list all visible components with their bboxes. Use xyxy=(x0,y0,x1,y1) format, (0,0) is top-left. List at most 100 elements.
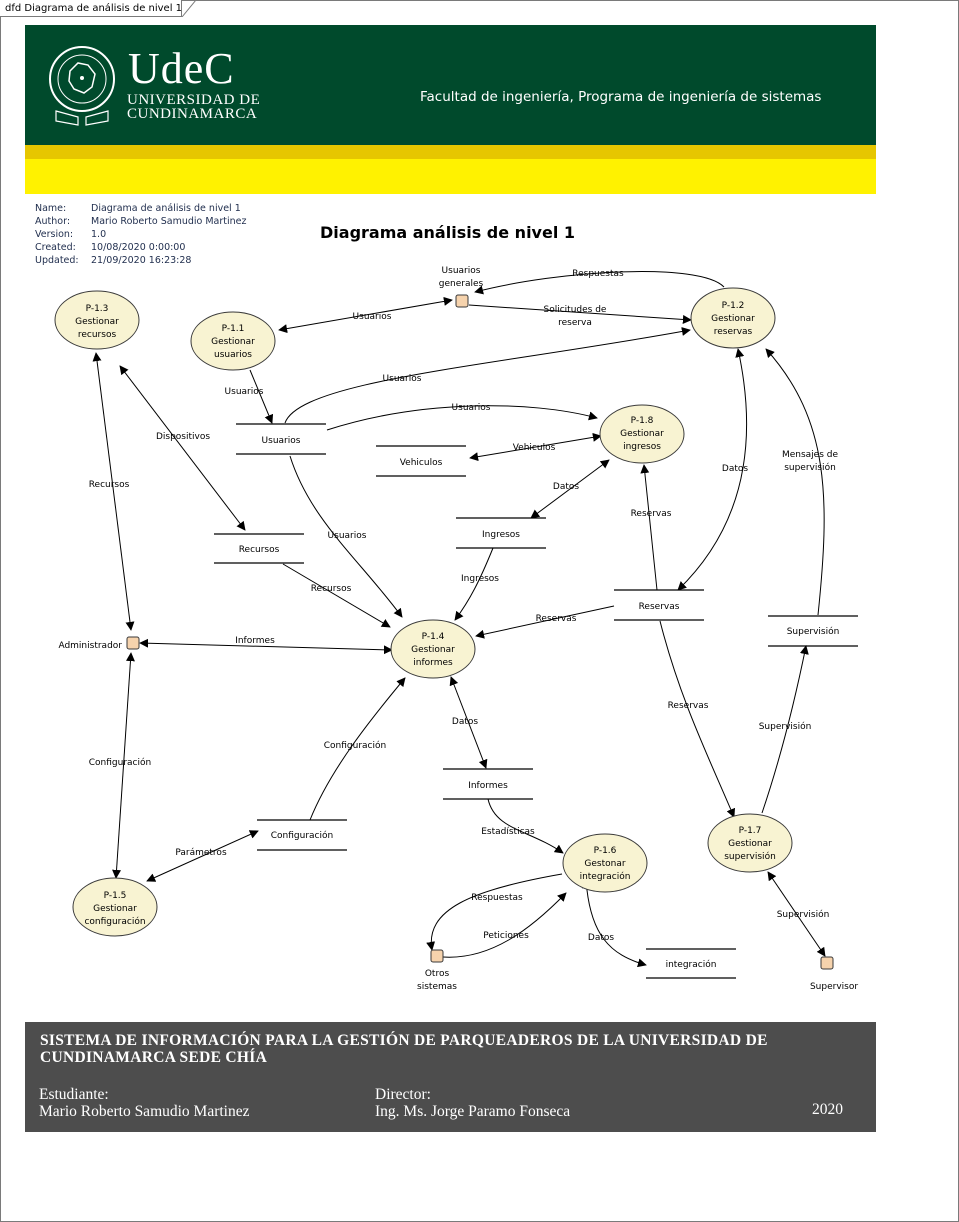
flow-label-respuestas-p16: Respuestas xyxy=(471,893,523,903)
store-integracion-label: integración xyxy=(666,959,717,970)
meta-name: Diagrama de análisis de nivel 1 xyxy=(91,203,241,214)
process-p18-line2: ingresos xyxy=(623,442,661,452)
store-supervision-label: Supervisión xyxy=(787,626,840,637)
flow-ingresos-store-p14 xyxy=(454,547,494,621)
store-ingresos-label: Ingresos xyxy=(482,530,520,540)
process-p15-id: P-1.5 xyxy=(104,891,127,901)
process-p18[interactable]: P-1.8 Gestionar ingresos xyxy=(599,404,685,464)
store-configuracion[interactable]: Configuración xyxy=(257,819,347,851)
process-p18-id: P-1.8 xyxy=(631,416,654,426)
footer-panel xyxy=(25,1022,876,1132)
diagram-metadata: Name: Diagrama de análisis de nivel 1 Aut… xyxy=(35,202,247,267)
flow-label-datos-p14: Datos xyxy=(452,717,478,727)
flow-label-estadisticas: Estadísticas xyxy=(481,827,535,837)
meta-created: 10/08/2020 0:00:00 xyxy=(91,242,186,253)
meta-name-key: Name: xyxy=(35,203,67,214)
flow-dispositivos xyxy=(119,365,246,531)
store-integracion[interactable]: integración xyxy=(646,948,736,979)
director-label: Director: xyxy=(375,1086,431,1103)
flow-usuarios-store-p12 xyxy=(284,327,691,424)
meta-created-key: Created: xyxy=(35,242,76,253)
meta-author-key: Author: xyxy=(35,216,71,227)
store-reservas[interactable]: Reservas xyxy=(614,589,704,621)
entity-supervisor[interactable]: Supervisor xyxy=(810,956,858,992)
flow-respuestas-p12-ug xyxy=(474,271,725,295)
meta-author: Mario Roberto Samudio Martinez xyxy=(91,216,247,227)
flow-parametros xyxy=(146,830,259,882)
flow-label-reservas-p18: Reservas xyxy=(631,509,672,519)
flow-usuarios-ug-p11 xyxy=(278,296,453,334)
flow-label-informes: Informes xyxy=(235,636,275,646)
entity-administrador[interactable]: Administrador xyxy=(58,636,140,651)
store-recursos[interactable]: Recursos xyxy=(214,533,304,564)
store-reservas-label: Reservas xyxy=(639,602,680,612)
flow-label-configuracion-p15: Configuración xyxy=(89,757,151,768)
flow-usuarios-store-p14 xyxy=(289,455,403,618)
flow-label-usuarios-store-p12: Usuarios xyxy=(383,374,422,384)
store-usuarios[interactable]: Usuarios xyxy=(236,423,326,455)
process-p13-line2: recursos xyxy=(78,330,117,340)
university-seal-icon xyxy=(49,46,115,126)
flow-usuarios-p11-store xyxy=(249,369,274,424)
process-p17-line1: Gestionar xyxy=(728,839,772,849)
entity-usuarios-generales[interactable]: Usuarios generales xyxy=(439,266,484,308)
store-ingresos[interactable]: Ingresos xyxy=(456,517,546,549)
store-recursos-label: Recursos xyxy=(239,545,280,555)
process-p16-line1: Gestonar xyxy=(584,859,625,869)
flow-label-peticiones: Peticiones xyxy=(483,931,529,941)
process-p11-id: P-1.1 xyxy=(222,324,245,334)
store-configuracion-label: Configuración xyxy=(271,830,333,841)
flow-solicitudes-ug-p12 xyxy=(468,304,692,324)
store-vehiculos[interactable]: Vehiculos xyxy=(376,445,466,477)
flow-label-reservas-store-p14: Reservas xyxy=(536,614,577,624)
flow-estadisticas xyxy=(487,798,564,854)
process-p11[interactable]: P-1.1 Gestionar usuarios xyxy=(190,311,276,371)
process-p11-line1: Gestionar xyxy=(211,337,255,347)
footer-title: SISTEMA DE INFORMACIÓN PARA LA GESTIÓN D… xyxy=(40,1032,768,1066)
process-p17[interactable]: P-1.7 Gestionar supervisión xyxy=(707,813,793,873)
entity-usuarios-generales-line1: Usuarios xyxy=(442,266,481,276)
meta-version: 1.0 xyxy=(91,229,107,240)
student-name: Mario Roberto Samudio Martinez xyxy=(39,1103,250,1120)
banner-gold-stripe xyxy=(25,145,876,159)
flow-configuracion-store-p14 xyxy=(309,677,406,821)
flow-label-mensajes-1: Mensajes de xyxy=(782,450,839,460)
flow-label-recursos-store-p14: Recursos xyxy=(311,584,352,594)
entity-otros-sistemas[interactable]: Otros sistemas xyxy=(417,949,457,992)
process-p15-line1: Gestionar xyxy=(93,904,137,914)
flow-datos-p18-ingresos xyxy=(530,459,610,519)
flow-label-usuarios-store-p14: Usuarios xyxy=(328,531,367,541)
process-p13-line1: Gestionar xyxy=(75,317,119,327)
process-p13[interactable]: P-1.3 Gestionar recursos xyxy=(54,290,140,350)
entity-usuarios-generales-line2: generales xyxy=(439,279,484,289)
flow-recursos-p13-admin xyxy=(92,352,135,631)
flow-supervision-supervisor xyxy=(767,871,826,957)
flow-label-usuarios-store-p18: Usuarios xyxy=(452,403,491,413)
process-p15[interactable]: P-1.5 Gestionar configuración xyxy=(72,877,158,937)
store-informes[interactable]: Informes xyxy=(443,768,533,800)
process-p12-line1: Gestionar xyxy=(711,314,755,324)
process-p14-line2: informes xyxy=(413,658,453,668)
process-p17-id: P-1.7 xyxy=(739,826,762,836)
university-name-line1: UNIVERSIDAD DE xyxy=(127,92,261,108)
flow-label-ingresos-store-p14: Ingresos xyxy=(461,574,499,584)
flow-label-datos-p18: Datos xyxy=(553,482,579,492)
banner-yellow-stripe xyxy=(25,159,876,194)
flow-reservas-store-p17 xyxy=(659,620,736,818)
flow-recursos-store-p14 xyxy=(282,563,391,628)
flow-supervision-p17-store xyxy=(761,645,809,814)
process-p16-id: P-1.6 xyxy=(594,846,617,856)
process-p12[interactable]: P-1.2 Gestionar reservas xyxy=(690,287,776,349)
store-vehiculos-label: Vehiculos xyxy=(400,458,443,468)
flow-labels: Respuestas Usuarios Solicitudes de reser… xyxy=(89,269,839,943)
flow-respuestas-p16 xyxy=(426,873,563,951)
process-p14[interactable]: P-1.4 Gestionar informes xyxy=(390,619,476,679)
flow-label-supervision-p17: Supervisión xyxy=(759,721,812,732)
process-p16[interactable]: P-1.6 Gestonar integración xyxy=(562,833,648,893)
process-p11-line2: usuarios xyxy=(214,350,252,360)
store-supervision[interactable]: Supervisión xyxy=(768,615,858,647)
diagram-tab[interactable]: dfd Diagrama de análisis de nivel 1 xyxy=(0,0,182,17)
udec-logo-text: UdeC xyxy=(128,44,235,93)
process-p16-line2: integración xyxy=(580,871,631,882)
